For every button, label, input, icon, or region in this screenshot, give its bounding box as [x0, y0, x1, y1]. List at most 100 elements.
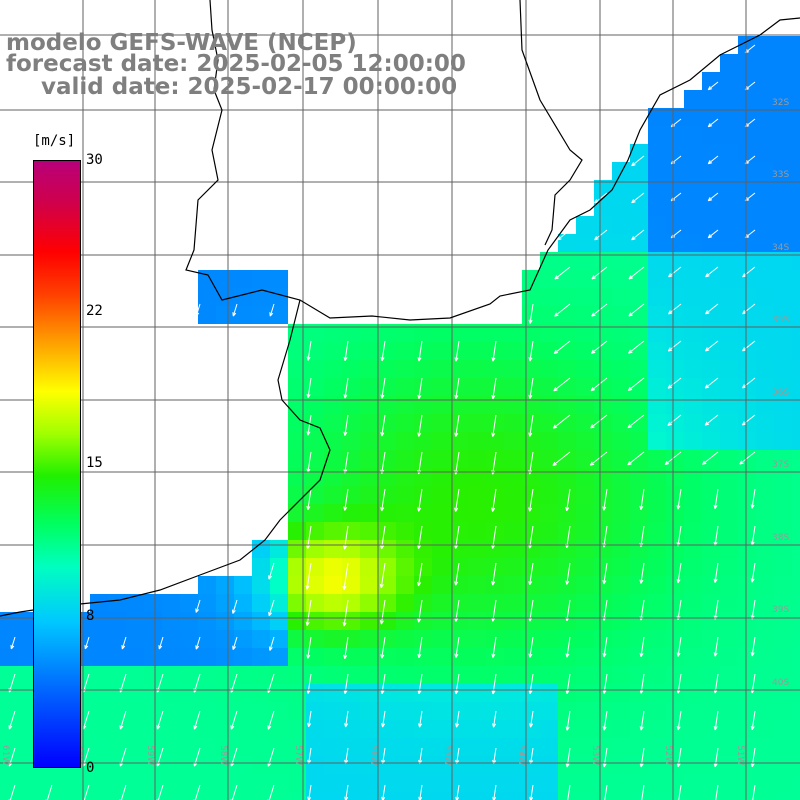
wind-cell: [558, 486, 576, 504]
wind-cell: [630, 540, 648, 558]
wind-cell: [414, 522, 432, 540]
wind-cell: [270, 702, 288, 720]
wind-arrow: [306, 636, 312, 659]
wind-arrow: [529, 710, 534, 728]
wind-cell: [432, 468, 450, 486]
wind-cell: [756, 648, 774, 666]
wind-cell: [126, 684, 144, 702]
wind-cell: [270, 540, 288, 558]
wind-cell: [288, 684, 306, 702]
wind-cell: [792, 144, 800, 162]
wind-cell: [702, 792, 720, 800]
wind-cell: [576, 270, 594, 288]
wind-cell: [756, 756, 774, 774]
wind-cell: [792, 342, 800, 360]
wind-cell: [414, 360, 432, 378]
wind-cell: [414, 630, 432, 648]
wind-cell: [378, 414, 396, 432]
wind-cell: [684, 324, 702, 342]
wind-cell: [594, 720, 612, 738]
wind-cell: [774, 324, 792, 342]
wind-cell: [774, 738, 792, 756]
wind-cell: [702, 702, 720, 720]
wind-cell: [540, 594, 558, 612]
wind-cell: [774, 198, 792, 216]
wind-cell: [126, 720, 144, 738]
wind-cell: [630, 414, 648, 432]
wind-cell: [450, 468, 468, 486]
wind-cell: [90, 648, 108, 666]
wind-cell: [540, 360, 558, 378]
wind-cell: [558, 630, 576, 648]
wind-cell: [792, 396, 800, 414]
wind-cell: [396, 450, 414, 468]
wind-cell: [738, 756, 756, 774]
wind-cell: [432, 414, 450, 432]
wind-cell: [540, 648, 558, 666]
wind-cell: [648, 666, 666, 684]
wind-cell: [540, 630, 558, 648]
wind-cell: [594, 324, 612, 342]
wind-cell: [450, 612, 468, 630]
wind-cell: [540, 270, 558, 288]
wind-cell: [270, 720, 288, 738]
wind-cell: [342, 414, 360, 432]
wind-cell: [594, 414, 612, 432]
wind-cell: [558, 594, 576, 612]
wind-cell: [738, 324, 756, 342]
wind-cell: [738, 360, 756, 378]
wind-arrow: [307, 710, 312, 728]
wind-cell: [684, 378, 702, 396]
wind-cell: [648, 288, 666, 306]
wind-cell: [414, 396, 432, 414]
wind-cell: [792, 486, 800, 504]
wind-cell: [558, 414, 576, 432]
wind-arrow: [528, 303, 534, 324]
wind-cell: [486, 684, 504, 702]
wind-arrow: [379, 599, 386, 625]
wind-cell: [792, 576, 800, 594]
wind-cell: [162, 738, 180, 756]
wind-cell: [216, 738, 234, 756]
wind-arrow: [676, 636, 682, 657]
wind-cell: [666, 738, 684, 756]
wind-cell: [612, 684, 630, 702]
wind-cell: [774, 414, 792, 432]
wind-cell: [432, 396, 450, 414]
wind-cell: [360, 792, 378, 800]
wind-cell: [738, 468, 756, 486]
wind-arrow: [454, 414, 460, 437]
wind-cell: [630, 738, 648, 756]
wind-cell: [324, 756, 342, 774]
wind-cell: [360, 414, 378, 432]
wind-cell: [180, 738, 198, 756]
wind-cell: [594, 288, 612, 306]
wind-cell: [666, 720, 684, 738]
wind-arrow: [631, 155, 645, 167]
wind-arrow: [628, 266, 645, 280]
wind-cell: [198, 666, 216, 684]
wind-cell: [702, 522, 720, 540]
wind-cell: [486, 630, 504, 648]
wind-cell: [738, 558, 756, 576]
wind-cell: [540, 612, 558, 630]
wind-cell: [306, 648, 324, 666]
wind-cell: [450, 792, 468, 800]
wind-cell: [612, 234, 630, 252]
wind-cell: [756, 270, 774, 288]
wind-cell: [288, 630, 306, 648]
wind-cell: [612, 378, 630, 396]
wind-cell: [198, 306, 216, 324]
wind-cell: [756, 594, 774, 612]
wind-cell: [774, 234, 792, 252]
wind-cell: [198, 684, 216, 702]
wind-arrow: [565, 710, 571, 731]
wind-cell: [612, 720, 630, 738]
wind-cell: [360, 486, 378, 504]
wind-cell: [324, 648, 342, 666]
wind-cell: [414, 468, 432, 486]
latitude-label: 35S: [772, 315, 789, 325]
wind-arrow: [380, 377, 386, 399]
wind-cell: [324, 666, 342, 684]
wind-cell: [774, 270, 792, 288]
